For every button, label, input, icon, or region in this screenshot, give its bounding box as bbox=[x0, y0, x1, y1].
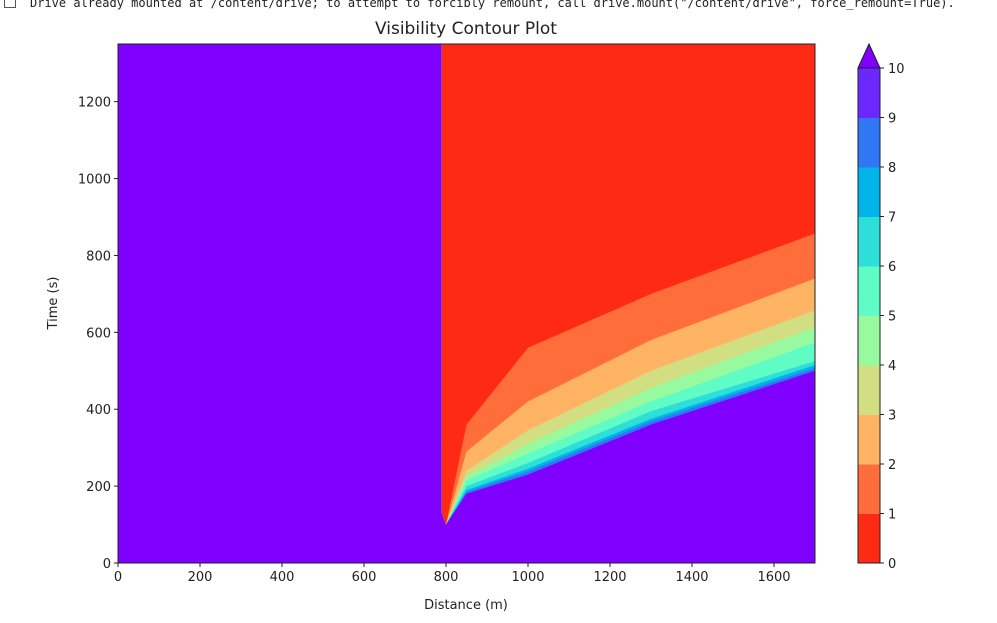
colorbar-tick-label: 3 bbox=[888, 409, 896, 424]
y-tick-label: 600 bbox=[86, 326, 111, 341]
colorbar: 0 1 2 3 4 5 6 7 8 9 10 bbox=[857, 42, 905, 572]
colorbar-tick-label: 9 bbox=[888, 112, 896, 127]
x-tick-label: 0 bbox=[114, 570, 122, 585]
y-axis: 0 200 400 600 800 1000 1200 bbox=[78, 96, 118, 572]
y-tick-label: 0 bbox=[103, 557, 111, 572]
x-tick-label: 1200 bbox=[593, 570, 626, 585]
colorbar-tick-label: 5 bbox=[888, 310, 896, 325]
colorbar-tick-label: 0 bbox=[888, 557, 896, 572]
y-tick-label: 1200 bbox=[78, 96, 111, 111]
colorbar-segment bbox=[858, 513, 880, 564]
x-tick-label: 400 bbox=[270, 570, 295, 585]
contour-band-0-1 bbox=[441, 44, 815, 525]
plot-frame bbox=[117, 43, 816, 564]
output-icon bbox=[4, 0, 16, 8]
colorbar-extend-arrow bbox=[857, 42, 881, 69]
colorbar-tick-label: 2 bbox=[888, 458, 896, 473]
x-axis-label: Distance (m) bbox=[424, 598, 508, 613]
colorbar-segment bbox=[858, 266, 880, 316]
colorbar-tick-label: 7 bbox=[888, 211, 896, 226]
colorbar-segment bbox=[858, 315, 880, 366]
y-tick-label: 800 bbox=[86, 249, 111, 264]
x-tick-label: 800 bbox=[434, 570, 459, 585]
x-axis: 0 200 400 600 800 1000 1200 1400 1600 bbox=[114, 563, 791, 585]
colorbar-segment bbox=[858, 68, 880, 118]
y-tick-label: 400 bbox=[86, 403, 111, 418]
x-tick-label: 1000 bbox=[511, 570, 544, 585]
colorbar-tick-label: 1 bbox=[888, 508, 896, 523]
colorbar-tick-label: 10 bbox=[888, 62, 905, 77]
x-tick-label: 1400 bbox=[675, 570, 708, 585]
y-tick-label: 1000 bbox=[78, 173, 111, 188]
x-tick-label: 1600 bbox=[757, 570, 790, 585]
colorbar-tick-label: 8 bbox=[888, 161, 896, 176]
colorbar-segment bbox=[858, 464, 880, 514]
x-tick-label: 200 bbox=[188, 570, 213, 585]
colorbar-segment bbox=[858, 167, 880, 217]
colorbar-segment bbox=[858, 117, 880, 168]
colorbar-segment bbox=[858, 216, 880, 267]
colorbar-tick-label: 4 bbox=[888, 359, 896, 374]
x-tick-label: 600 bbox=[352, 570, 377, 585]
y-axis-label: Time (s) bbox=[46, 277, 61, 331]
colorbar-tick-label: 6 bbox=[888, 260, 896, 275]
y-tick-label: 200 bbox=[86, 480, 111, 495]
chart-title: Visibility Contour Plot bbox=[375, 19, 557, 39]
cell-output-text: Drive already mounted at /content/drive;… bbox=[30, 0, 955, 10]
colorbar-segment bbox=[858, 414, 880, 465]
colorbar-segment bbox=[858, 365, 880, 415]
plot-area bbox=[117, 43, 816, 564]
